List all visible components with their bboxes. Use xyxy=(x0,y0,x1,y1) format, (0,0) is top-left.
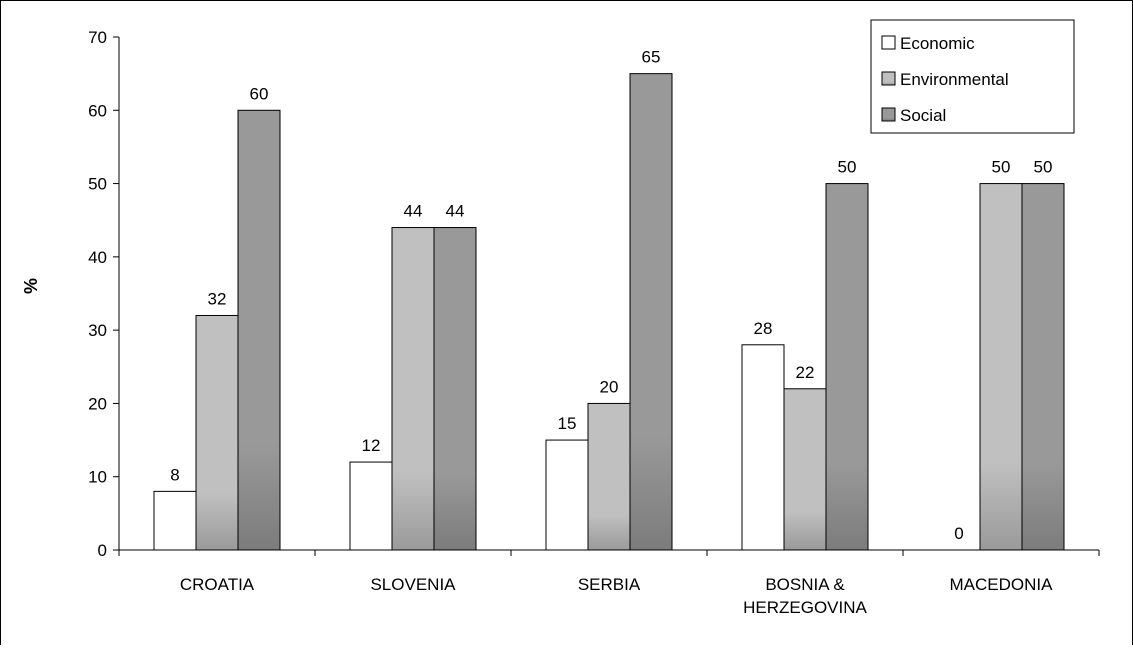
bar-environmental xyxy=(391,227,435,551)
legend-swatch-economic xyxy=(881,35,896,50)
y-tick-label: 0 xyxy=(98,541,107,560)
legend: Economic Environmental Social xyxy=(870,19,1075,134)
bar-economic xyxy=(153,490,197,551)
data-label-economic: 8 xyxy=(170,465,179,484)
data-label-social: 50 xyxy=(1034,158,1053,177)
bar-economic xyxy=(545,439,589,551)
bar-environmental xyxy=(587,402,631,551)
data-label-environmental: 22 xyxy=(796,363,815,382)
bar-economic xyxy=(741,344,785,551)
data-label-economic: 15 xyxy=(558,414,577,433)
bar-social xyxy=(629,73,673,551)
y-tick-label: 10 xyxy=(88,468,107,487)
data-label-social: 60 xyxy=(250,84,269,103)
category-label: SLOVENIA xyxy=(370,575,456,594)
y-tick-label: 40 xyxy=(88,248,107,267)
bar-social xyxy=(433,227,477,551)
legend-swatch-environmental xyxy=(881,71,896,86)
data-label-environmental: 20 xyxy=(600,377,619,396)
y-tick-label: 30 xyxy=(88,321,107,340)
data-label-social: 50 xyxy=(838,158,857,177)
bar-environmental xyxy=(783,388,827,551)
y-tick-label: 20 xyxy=(88,394,107,413)
category-label: CROATIA xyxy=(180,575,255,594)
data-label-economic: 12 xyxy=(362,436,381,455)
bars xyxy=(153,73,1065,551)
legend-label-economic: Economic xyxy=(900,34,975,53)
legend-label-social: Social xyxy=(900,106,946,125)
y-tick-label: 60 xyxy=(88,101,107,120)
category-label: BOSNIA & xyxy=(765,575,845,594)
bar-social xyxy=(825,183,869,551)
bar-economic xyxy=(349,461,393,551)
data-label-environmental: 50 xyxy=(992,158,1011,177)
data-label-social: 44 xyxy=(446,202,465,221)
x-axis: CROATIA SLOVENIA SERBIA BOSNIA & HERZEGOVINA… xyxy=(118,549,1100,617)
legend-label-environmental: Environmental xyxy=(900,70,1009,89)
legend-swatch-social xyxy=(881,107,896,122)
legend-box xyxy=(870,19,1075,134)
y-axis-label: % xyxy=(21,278,41,294)
category-label: MACEDONIA xyxy=(950,575,1054,594)
category-label: SERBIA xyxy=(578,575,641,594)
data-label-social: 65 xyxy=(642,48,661,67)
data-label-economic: 0 xyxy=(954,524,963,543)
bar-social xyxy=(237,109,281,551)
y-tick-label: 50 xyxy=(88,175,107,194)
data-label-economic: 28 xyxy=(754,319,773,338)
bar-social xyxy=(1021,183,1065,551)
bar-environmental xyxy=(979,183,1023,551)
data-label-environmental: 44 xyxy=(404,202,423,221)
bar-environmental xyxy=(195,314,239,551)
y-tick-label: 70 xyxy=(88,28,107,47)
y-axis: 0 10 20 30 40 50 60 70 xyxy=(88,28,120,560)
category-label: HERZEGOVINA xyxy=(743,598,867,617)
data-label-environmental: 32 xyxy=(208,289,227,308)
data-labels: 8 32 60 12 44 44 15 20 65 28 22 50 0 50 50 xyxy=(170,48,1052,543)
